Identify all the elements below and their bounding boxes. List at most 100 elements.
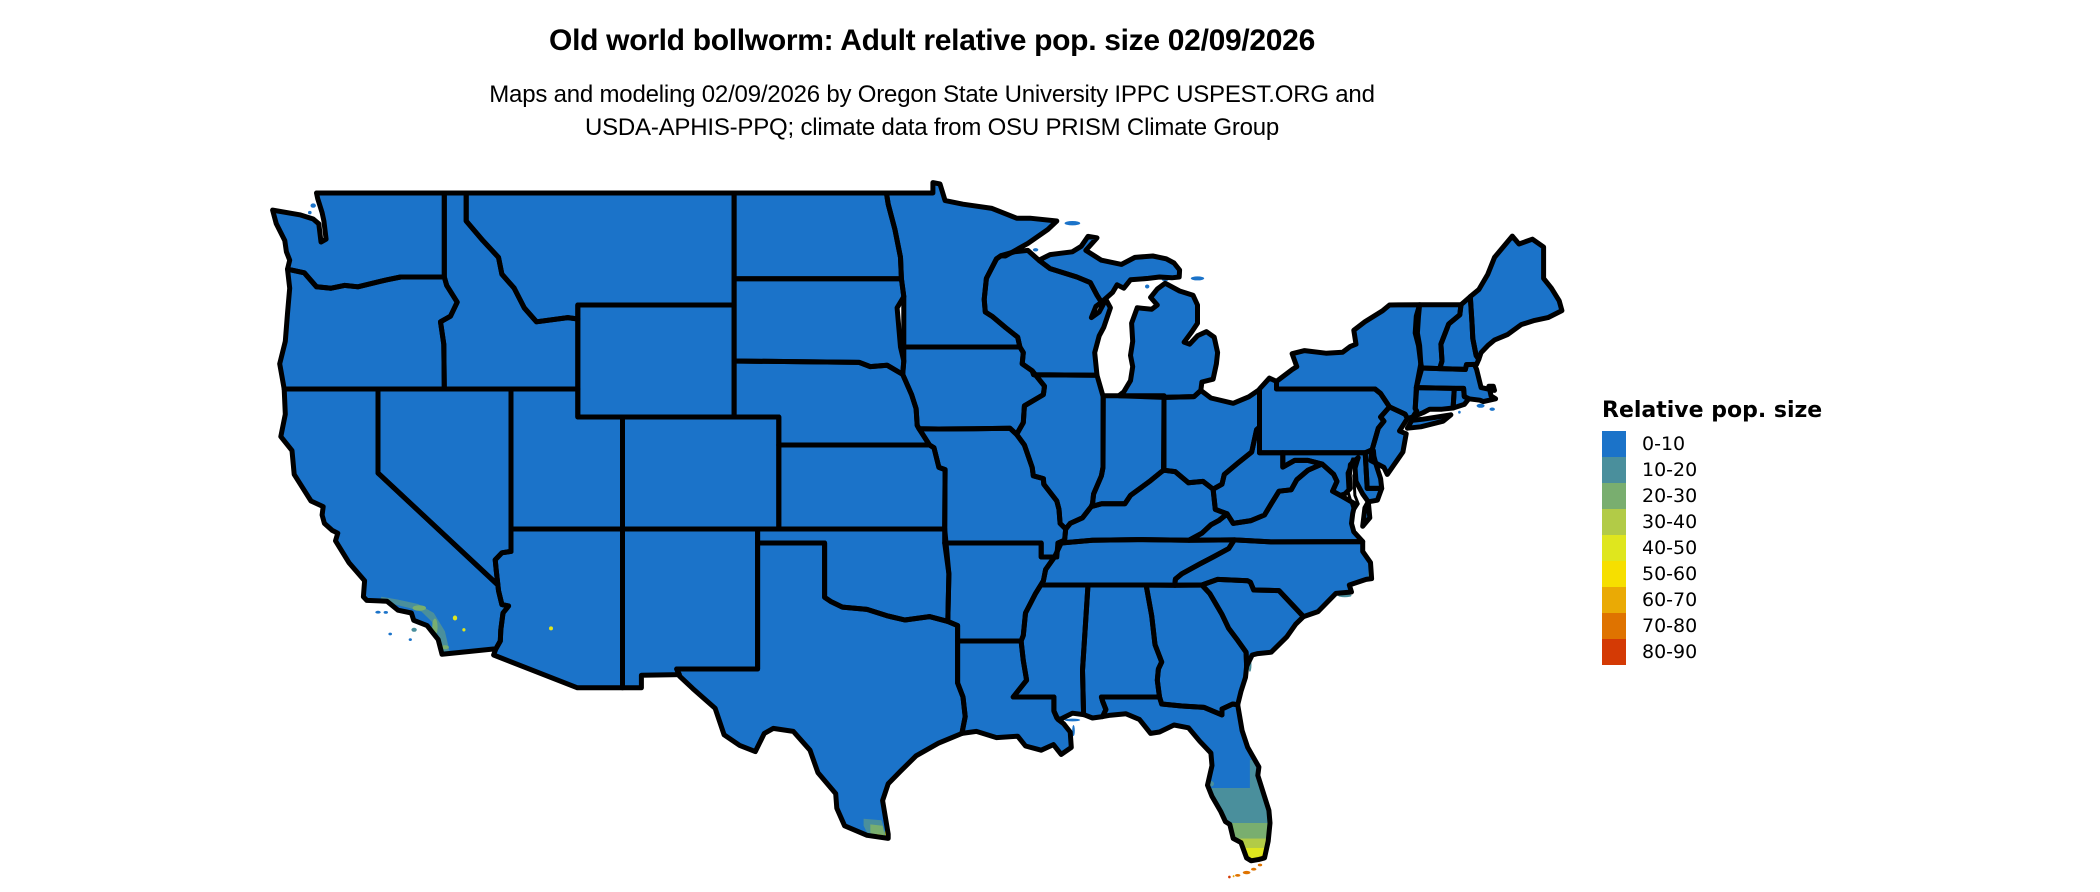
legend-swatch [1602,613,1626,639]
map-title: Old world bollworm: Adult relative pop. … [549,24,1315,57]
state-az [493,529,623,688]
state-wa [272,193,445,289]
legend-title: Relative pop. size [1602,398,1823,423]
state-in [1091,395,1164,507]
state-ny [1276,304,1421,419]
map-hotspot [1190,276,1205,281]
legend-label: 80-90 [1642,641,1698,663]
legend-swatch [1602,483,1626,509]
state-nd [734,193,902,279]
legend-label: 60-70 [1642,589,1698,611]
state-nc [1174,539,1372,617]
state-border-ms [1010,578,1091,722]
state-sd [734,278,904,375]
state-border-tx [674,540,968,841]
state-ia [902,347,1045,435]
legend: Relative pop. size 0-10 10-20 20-30 30-40 40… [1602,398,1822,665]
map-hotspot [1232,875,1235,878]
state-nm [622,529,758,688]
legend-item: 10-20 [1602,457,1822,483]
map-hotspot [310,203,316,208]
legend-item: 70-80 [1602,613,1822,639]
state-ct [1412,387,1455,417]
map-hotspot [1064,718,1081,722]
map-hotspot [1204,823,1270,839]
map-hotspot [1032,248,1039,252]
legend-swatch [1602,587,1626,613]
legend-label: 10-20 [1642,459,1698,481]
map-hotspot [462,628,466,632]
legend-item: 40-50 [1602,535,1822,561]
map-subtitle-line1: Maps and modeling 02/09/2026 by Oregon S… [489,81,1375,108]
state-id [440,193,578,389]
legend-label: 20-30 [1642,485,1698,507]
state-co [622,417,779,529]
legend-item: 20-30 [1602,483,1822,509]
legend-label: 30-40 [1642,511,1698,533]
map-hotspot [452,615,458,621]
legend-label: 0-10 [1642,433,1686,455]
state-ut [511,389,623,529]
legend-swatch [1602,639,1626,665]
map-hotspot [1476,403,1485,408]
state-ok [757,529,949,622]
legend-swatch [1602,457,1626,483]
state-wi [984,250,1111,376]
map-hotspot [1228,875,1231,879]
map-subtitle-line2: USDA-APHIS-PPQ; climate data from OSU PR… [584,114,1280,141]
map-hotspot [388,632,393,636]
map-hotspot [1458,410,1461,414]
state-mt [466,193,735,322]
map-hotspot [383,611,388,614]
map-hotspot [308,210,312,215]
legend-label: 40-50 [1642,537,1698,559]
map-hotspot [408,638,412,641]
legend-label: 70-80 [1642,615,1698,637]
state-pa [1259,378,1390,453]
legend-item: 80-90 [1602,639,1822,665]
legend-swatch [1602,561,1626,587]
map-hotspot [375,610,381,614]
map-hotspot [1064,221,1081,226]
map-hotspot [1489,407,1495,411]
state-nv [378,389,511,585]
state-ms [1013,580,1088,720]
map-hotspot [1251,867,1257,871]
state-il [1016,370,1104,529]
map-subtitle: Maps and modeling 02/09/2026 by Oregon S… [0,78,1864,144]
state-border-md [1280,450,1385,505]
legend-item: 50-60 [1602,561,1822,587]
map-hotspot [1242,870,1251,875]
state-wv [1213,427,1323,524]
legend-swatch [1602,431,1626,457]
state-ca [280,389,509,655]
state-border-va_es [1360,499,1373,529]
state-me [1470,236,1562,360]
state-border-ny_li [1404,412,1454,431]
state-mn [886,182,1057,347]
state-mi_lp [1118,283,1218,398]
legend-swatch [1602,535,1626,561]
state-ne [734,361,930,445]
state-tx [676,543,966,839]
state-ky [1057,470,1228,543]
map-hotspot [411,627,417,632]
legend-item: 0-10 [1602,431,1822,457]
state-ks [778,445,946,529]
map-hotspot [549,626,553,631]
legend-item: 60-70 [1602,587,1822,613]
legend-swatch [1602,509,1626,535]
legend-rows: 0-10 10-20 20-30 30-40 40-50 50-60 60-70 70-80 8… [1602,431,1822,665]
state-tn [1041,539,1235,586]
state-ar [944,543,1055,641]
map-hotspot [1257,863,1263,867]
map-hotspot [1145,284,1150,289]
state-or [279,269,458,389]
state-wy [577,305,735,417]
map-hotspot [1235,874,1241,877]
state-border-fl [1098,694,1273,864]
map-hotspot [1072,725,1075,737]
state-border-mi_up [1036,233,1183,305]
